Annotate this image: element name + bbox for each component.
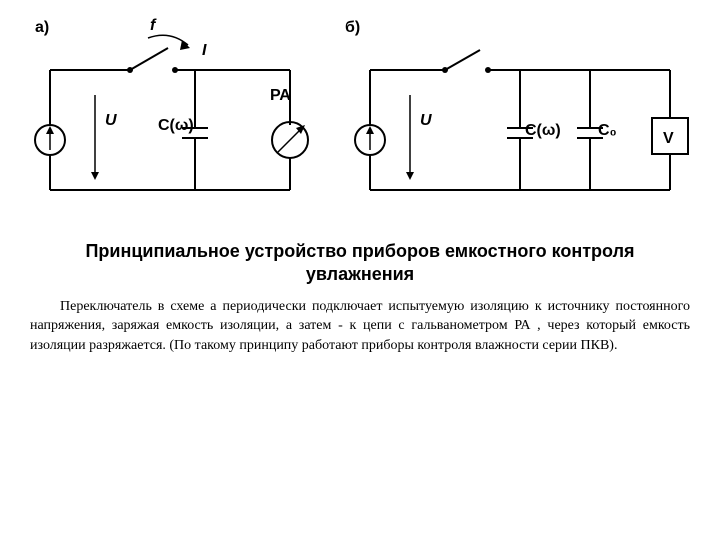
diagram-title: Принципиальное устройство приборов емкос… (40, 240, 680, 287)
label-c0: C₀ (598, 122, 617, 139)
label-u-a: U (105, 112, 117, 129)
label-v: V (663, 130, 674, 147)
label-I: I (202, 42, 207, 59)
label-b: б) (345, 19, 360, 36)
label-cw-b: C(ω) (525, 122, 561, 139)
label-a: а) (35, 19, 49, 36)
circuit-a: а) f I РА (35, 17, 308, 190)
circuit-b: б) C(ω) C₀ V U (345, 19, 688, 190)
circuit-diagrams: а) f I РА (0, 0, 720, 220)
label-f: f (150, 17, 157, 34)
label-pa: РА (270, 87, 291, 104)
label-u-b: U (420, 112, 432, 129)
description-paragraph: Переключатель в схеме а периодически под… (30, 297, 690, 356)
label-cw-a: C(ω) (158, 117, 194, 134)
